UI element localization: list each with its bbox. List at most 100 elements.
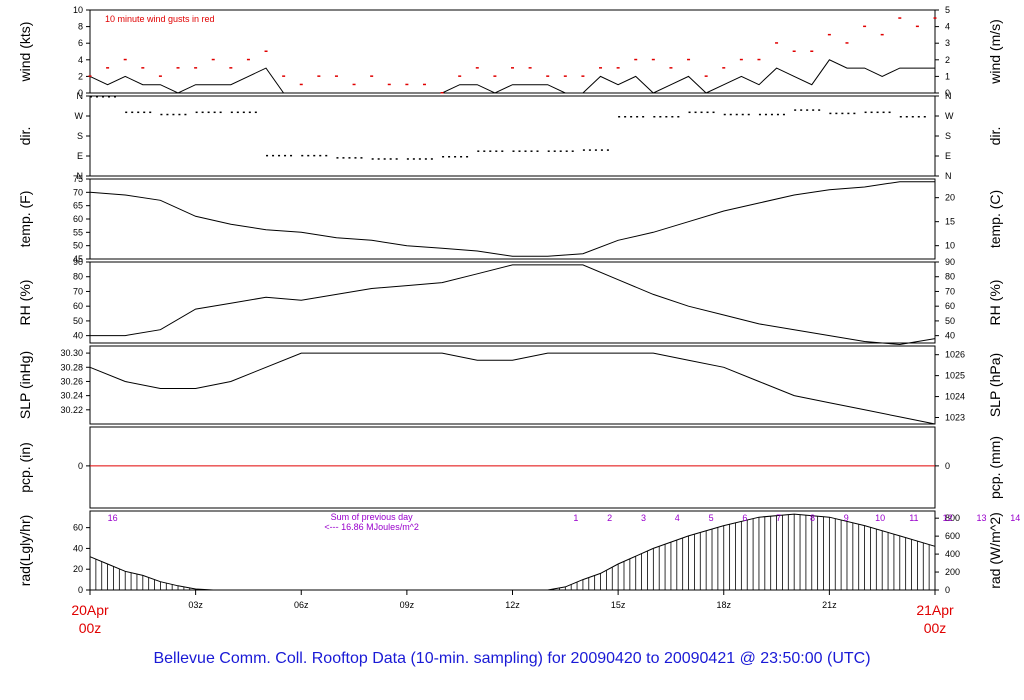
rh-ytick-label-right: 50 — [945, 316, 955, 326]
gust-marker — [915, 25, 919, 28]
dir-point — [489, 150, 492, 152]
wind-speed-line — [89, 59, 935, 94]
dir-ytick-label-right: E — [945, 151, 951, 161]
dir-point — [606, 149, 609, 151]
dir-point — [642, 116, 645, 118]
dir-point — [624, 116, 627, 118]
dir-point — [800, 109, 803, 111]
dir-point — [524, 150, 527, 152]
dir-point — [829, 112, 832, 115]
dir-point — [184, 113, 187, 116]
rad-hour-label: 4 — [675, 513, 680, 523]
dir-frame — [89, 95, 936, 177]
dir-point — [377, 158, 380, 160]
temp-ytick-label-right: 15 — [945, 217, 955, 227]
dir-point — [160, 113, 163, 116]
dir-point — [700, 111, 703, 114]
dir-ytick-label-right: S — [945, 131, 951, 141]
dir-point — [137, 111, 140, 114]
dir-point — [571, 150, 574, 152]
dir-point — [588, 149, 591, 151]
dir-ytick-label-left: E — [77, 151, 83, 161]
slp-ytick-label-left: 30.22 — [60, 405, 83, 415]
rad-ylabel-right: rad (W/m^2) — [987, 512, 1003, 589]
dir-ytick-label-left: N — [77, 171, 84, 181]
dir-point — [706, 111, 709, 114]
rad-hour-label: 12 — [943, 513, 953, 523]
gust-marker — [757, 58, 761, 61]
gust-marker — [440, 92, 444, 94]
wind-ytick-label-left: 10 — [73, 5, 83, 15]
dir-point — [741, 113, 744, 116]
wind-ytick-label-right: 4 — [945, 22, 950, 32]
rh-ytick-label-left: 40 — [73, 331, 83, 341]
rh-ytick-label-left: 60 — [73, 301, 83, 311]
dir-point — [835, 112, 838, 115]
dir-point — [630, 116, 633, 118]
dir-point — [236, 111, 239, 114]
dir-point — [770, 113, 773, 116]
dir-point — [131, 111, 134, 114]
x-tick-label: 21z — [822, 600, 837, 610]
dir-point — [747, 113, 750, 116]
dir-point — [677, 116, 680, 118]
dir-point — [442, 156, 445, 158]
dir-point — [325, 154, 328, 157]
dir-point — [671, 116, 674, 118]
gust-marker — [827, 33, 831, 36]
rad-hour-label: 16 — [108, 513, 118, 523]
x-tick-label: 09z — [400, 600, 415, 610]
gust-marker — [616, 67, 620, 69]
dir-point — [735, 113, 738, 116]
dir-point — [600, 149, 603, 151]
dir-point — [102, 96, 104, 98]
gust-marker — [775, 42, 779, 44]
gust-marker — [229, 67, 233, 69]
dir-point — [653, 116, 656, 118]
x-tick-label: 03z — [188, 600, 203, 610]
gust-marker — [651, 58, 655, 61]
pcp-ylabel-left: pcp. (in) — [17, 442, 33, 493]
dir-point — [853, 112, 856, 115]
dir-point — [782, 113, 785, 116]
dir-point — [242, 111, 245, 114]
pcp-ylabel-right: pcp. (mm) — [987, 436, 1003, 499]
dir-point — [371, 158, 374, 160]
rad-sum-label: Sum of previous day — [331, 512, 414, 522]
gust-marker — [933, 17, 937, 19]
rad-hour-label: 14 — [1010, 513, 1020, 523]
dir-point — [659, 116, 662, 118]
wind-ytick-label-left: 6 — [78, 38, 83, 48]
dir-point — [424, 158, 427, 160]
dir-point — [559, 150, 562, 152]
x-end-date: 21Apr — [916, 602, 954, 618]
rh-frame — [89, 261, 936, 344]
dir-point — [888, 111, 891, 114]
gust-marker — [669, 67, 673, 69]
gust-marker — [845, 42, 849, 44]
rad-ytick-label-left: 20 — [73, 564, 83, 574]
rh-ylabel-right: RH (%) — [987, 280, 1003, 326]
rad-ytick-label-right: 0 — [945, 585, 950, 595]
gust-marker — [722, 67, 726, 69]
slp-ytick-label-left: 30.26 — [60, 376, 83, 386]
gust-marker — [792, 50, 796, 52]
wind-ytick-label-right: 2 — [945, 55, 950, 65]
slp-ytick-label-right: 1024 — [945, 392, 965, 402]
temp-line — [89, 181, 935, 257]
rad-ytick-label-left: 0 — [78, 585, 83, 595]
dir-point — [794, 109, 797, 111]
dir-point — [166, 113, 169, 116]
dir-point — [847, 112, 850, 115]
gust-marker — [810, 50, 814, 52]
dir-point — [213, 111, 216, 114]
dir-point — [636, 116, 639, 118]
dir-point — [207, 111, 210, 114]
gust-marker — [211, 58, 215, 61]
rad-line — [89, 513, 936, 591]
dir-point — [841, 112, 844, 115]
dir-point — [301, 154, 304, 157]
dir-point — [876, 111, 879, 114]
dir-point — [512, 150, 515, 152]
gust-marker — [898, 17, 902, 19]
